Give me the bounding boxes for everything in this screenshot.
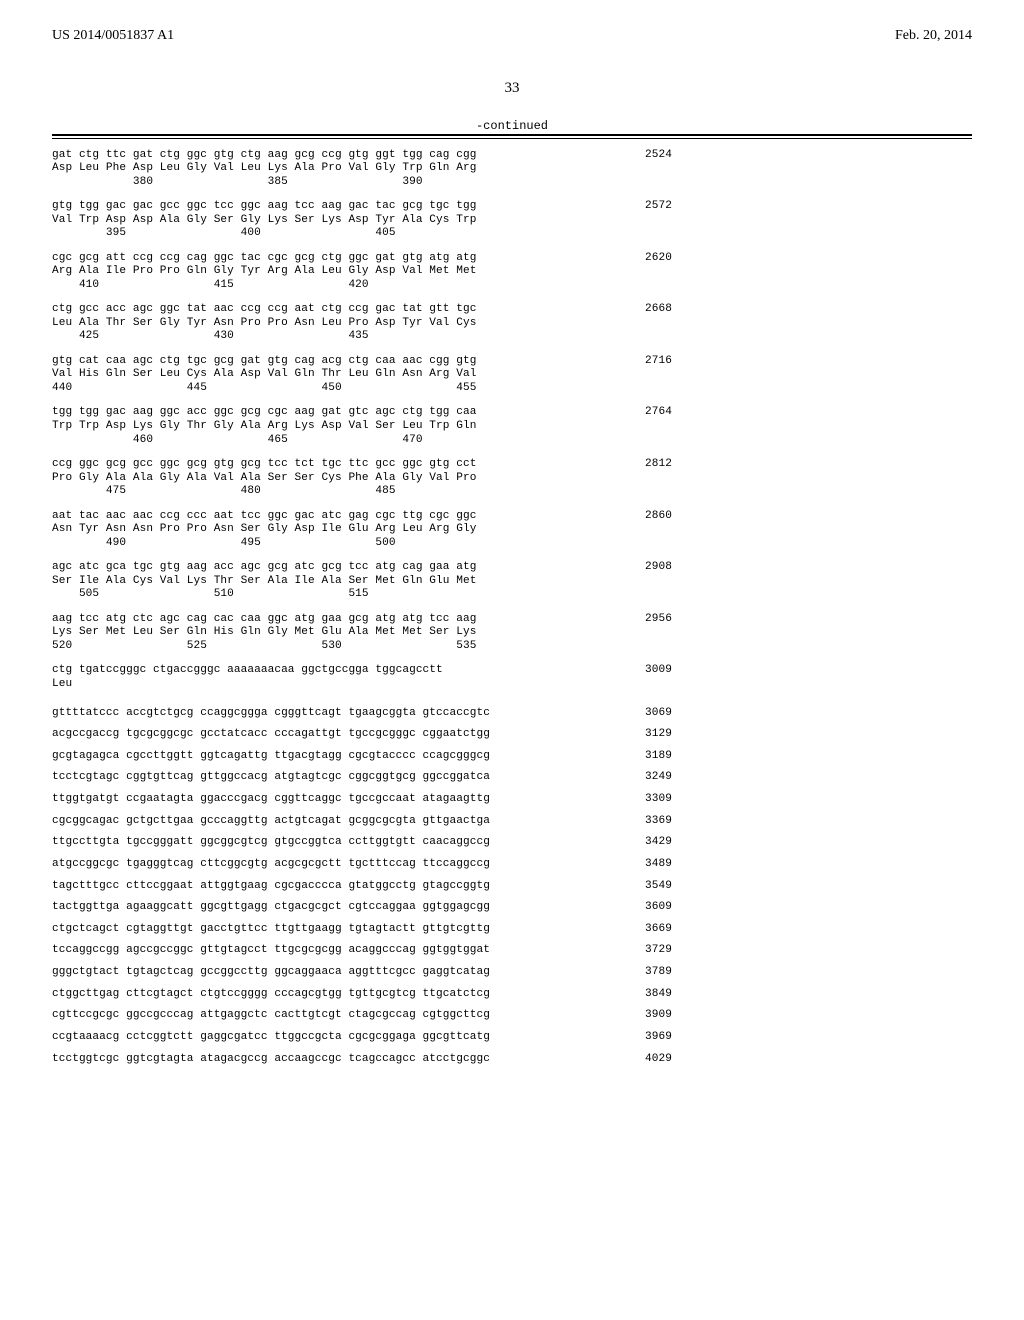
codon-group: aag tcc atg ctc agc cag cac caa ggc atg … — [52, 613, 972, 654]
codon-group: aat tac aac aac ccg ccc aat tcc ggc gac … — [52, 510, 972, 551]
continued-label: -continued — [52, 119, 972, 133]
pub-date: Feb. 20, 2014 — [895, 28, 972, 44]
nuc-row: cgcggcagac gctgcttgaa gcccaggttg actgtca… — [52, 811, 972, 833]
nuc-row: ctgctcagct cgtaggttgt gacctgttcc ttgttga… — [52, 919, 972, 941]
codon-group: gtg tgg gac gac gcc ggc tcc ggc aag tcc … — [52, 200, 972, 241]
codon-group: gat ctg ttc gat ctg ggc gtg ctg aag gcg … — [52, 149, 972, 190]
nuc-row: tactggttga agaaggcatt ggcgttgagg ctgacgc… — [52, 897, 972, 919]
pub-number: US 2014/0051837 A1 — [52, 28, 174, 44]
nuc-row: ctggcttgag cttcgtagct ctgtccgggg cccagcg… — [52, 984, 972, 1006]
page-number: 33 — [52, 80, 972, 97]
nuc-row: atgccggcgc tgagggtcag cttcggcgtg acgcgcg… — [52, 854, 972, 876]
nuc-row: cgttccgcgc ggccgcccag attgaggctc cacttgt… — [52, 1005, 972, 1027]
sequence-listing: gat ctg ttc gat ctg ggc gtg ctg aag gcg … — [52, 149, 972, 692]
running-header: US 2014/0051837 A1 Feb. 20, 2014 — [52, 28, 972, 44]
codon-group: tgg tgg gac aag ggc acc ggc gcg cgc aag … — [52, 406, 972, 447]
page-container: US 2014/0051837 A1 Feb. 20, 2014 33 -con… — [0, 0, 1024, 1070]
nuc-row: gggctgtact tgtagctcag gccggccttg ggcagga… — [52, 962, 972, 984]
codon-group: ccg ggc gcg gcc ggc gcg gtg gcg tcc tct … — [52, 458, 972, 499]
nuc-row: gttttatccc accgtctgcg ccaggcggga cgggttc… — [52, 703, 972, 725]
nuc-row: tcctcgtagc cggtgttcag gttggccacg atgtagt… — [52, 767, 972, 789]
nuc-row: ccgtaaaacg cctcggtctt gaggcgatcc ttggccg… — [52, 1027, 972, 1049]
nuc-row: gcgtagagca cgccttggtt ggtcagattg ttgacgt… — [52, 746, 972, 768]
nuc-row: ttgccttgta tgccgggatt ggcggcgtcg gtgccgg… — [52, 832, 972, 854]
nucleotide-continuation: gttttatccc accgtctgcg ccaggcggga cgggttc… — [52, 703, 972, 1071]
nuc-row: ttggtgatgt ccgaatagta ggacccgacg cggttca… — [52, 789, 972, 811]
nuc-row: tcctggtcgc ggtcgtagta atagacgccg accaagc… — [52, 1049, 972, 1071]
nuc-row: tccaggccgg agccgccggc gttgtagcct ttgcgcg… — [52, 940, 972, 962]
codon-group-tail: ctg tgatccgggc ctgaccgggc aaaaaaacaa ggc… — [52, 664, 972, 691]
codon-group: cgc gcg att ccg ccg cag ggc tac cgc gcg … — [52, 252, 972, 293]
nuc-row: acgccgaccg tgcgcggcgc gcctatcacc cccagat… — [52, 724, 972, 746]
codon-group: ctg gcc acc agc ggc tat aac ccg ccg aat … — [52, 303, 972, 344]
codon-group: agc atc gca tgc gtg aag acc agc gcg atc … — [52, 561, 972, 602]
rule-thick — [52, 134, 972, 136]
nuc-row: tagctttgcc cttccggaat attggtgaag cgcgacc… — [52, 876, 972, 898]
rule-thin — [52, 138, 972, 139]
codon-group: gtg cat caa agc ctg tgc gcg gat gtg cag … — [52, 355, 972, 396]
